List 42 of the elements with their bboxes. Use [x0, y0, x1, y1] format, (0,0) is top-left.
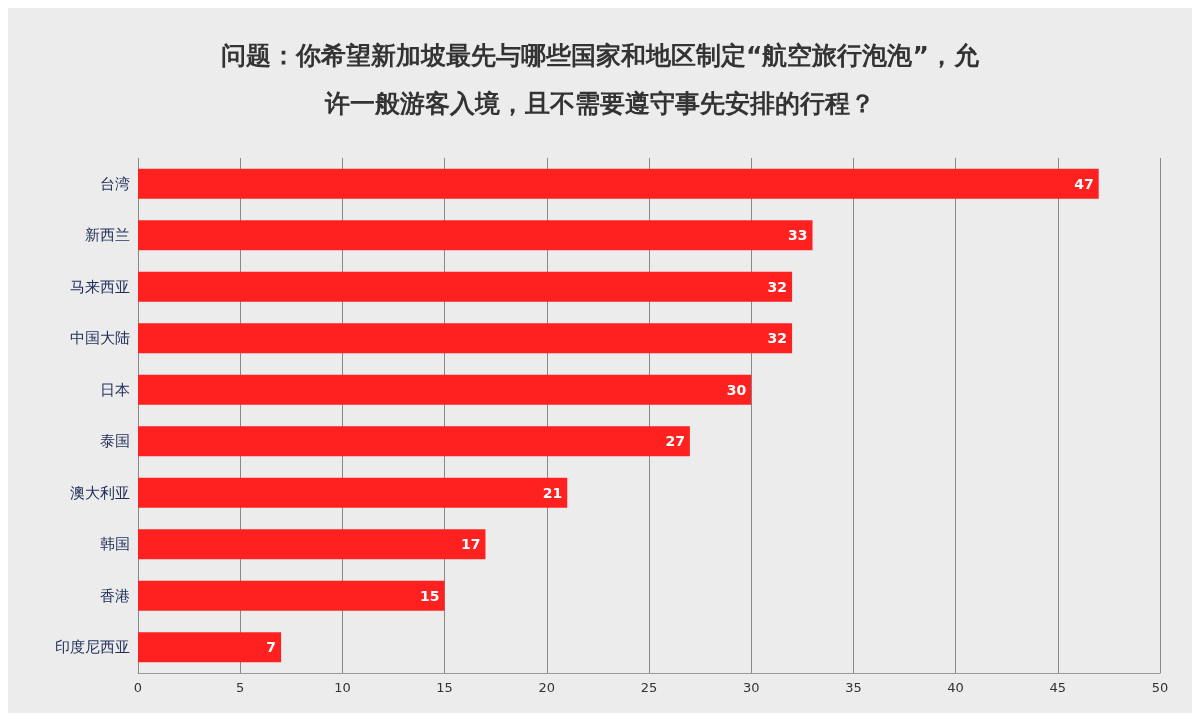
y-tick-label: 香港 — [100, 586, 130, 605]
bar — [138, 477, 568, 508]
chart-title: 问题：你希望新加坡最先与哪些国家和地区制定“航空旅行泡泡”，允许一般游客入境，且不需要遵守事先安排的行程？ — [221, 40, 980, 118]
bar — [138, 271, 793, 302]
x-tick-label: 50 — [1151, 680, 1169, 695]
bar — [138, 374, 752, 405]
x-tick-label: 5 — [236, 680, 245, 695]
y-tick-label: 日本 — [100, 380, 130, 399]
y-tick-label: 澳大利亚 — [70, 483, 130, 502]
data-label: 15 — [420, 587, 440, 604]
bar — [138, 426, 690, 457]
data-label: 27 — [665, 433, 685, 450]
y-tick-label: 韩国 — [100, 535, 130, 554]
x-tick-label: 10 — [334, 680, 351, 695]
data-label: 7 — [266, 639, 277, 656]
data-label: 21 — [542, 484, 563, 501]
data-label: 33 — [788, 227, 808, 244]
y-tick-label: 马来西亚 — [70, 277, 130, 296]
bar — [138, 529, 486, 560]
y-tick-label: 新西兰 — [85, 226, 130, 245]
bar — [138, 580, 445, 611]
x-tick-label: 45 — [1049, 680, 1067, 695]
data-label: 47 — [1074, 175, 1094, 192]
bar — [138, 632, 282, 663]
y-tick-label: 印度尼西亚 — [55, 638, 130, 657]
x-tick-label: 35 — [845, 680, 862, 695]
y-tick-label: 中国大陆 — [70, 329, 130, 348]
y-tick-label: 泰国 — [100, 432, 130, 451]
data-label: 32 — [767, 278, 788, 295]
x-tick-label: 40 — [947, 680, 964, 695]
bar — [138, 323, 793, 354]
data-label: 32 — [767, 330, 788, 347]
bar — [138, 220, 813, 251]
data-label: 30 — [726, 381, 747, 398]
data-label: 17 — [461, 536, 481, 553]
bar — [138, 168, 1099, 199]
x-tick-label: 0 — [133, 680, 143, 695]
x-tick-label: 15 — [436, 680, 453, 695]
y-tick-label: 台湾 — [100, 174, 130, 193]
x-tick-label: 25 — [640, 680, 658, 695]
x-tick-label: 30 — [742, 680, 760, 695]
x-tick-label: 20 — [538, 680, 556, 695]
